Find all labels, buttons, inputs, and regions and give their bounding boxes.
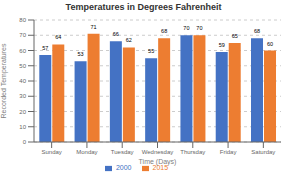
- svg-text:80: 80: [19, 17, 26, 23]
- svg-text:Wednesday: Wednesday: [142, 149, 174, 155]
- html-text:2000: 2000: [115, 164, 132, 171]
- svg-text:Saturday: Saturday: [251, 149, 275, 155]
- svg-text:Tuesday: Tuesday: [111, 149, 134, 155]
- svg-text:62: 62: [126, 37, 132, 43]
- svg-text:71: 71: [91, 24, 97, 30]
- svg-text:70: 70: [19, 32, 26, 38]
- svg-text:Recorded Temperatures: Recorded Temperatures: [8, 43, 9, 118]
- svg-text:30: 30: [19, 93, 26, 99]
- svg-text:65: 65: [232, 33, 238, 39]
- svg-text:53: 53: [78, 51, 84, 57]
- svg-text:70: 70: [196, 25, 202, 31]
- svg-text:60: 60: [267, 41, 273, 47]
- svg-text:50: 50: [19, 63, 26, 69]
- svg-text:55: 55: [148, 48, 154, 54]
- svg-text:Friday: Friday: [220, 149, 237, 155]
- svg-text:66: 66: [113, 31, 119, 37]
- svg-text:10: 10: [19, 124, 26, 130]
- svg-text:Monday: Monday: [76, 149, 97, 155]
- svg-text:57: 57: [42, 45, 48, 51]
- svg-text:64: 64: [55, 34, 61, 40]
- svg-text:20: 20: [19, 109, 26, 115]
- html-text:Temperatures in Degrees Fahren: Temperatures in Degrees Fahrenheit: [65, 2, 222, 12]
- svg-text:Thursday: Thursday: [180, 149, 205, 155]
- svg-text:59: 59: [219, 42, 225, 48]
- svg-text:70: 70: [183, 25, 189, 31]
- svg-text:Sunday: Sunday: [41, 149, 61, 155]
- svg-text:Time (Days): Time (Days): [139, 158, 177, 166]
- svg-text:40: 40: [19, 78, 26, 84]
- svg-text:0: 0: [23, 139, 27, 145]
- svg-text:68: 68: [254, 28, 260, 34]
- svg-text:60: 60: [19, 48, 26, 54]
- svg-text:68: 68: [161, 28, 167, 34]
- html-text:2015: 2015: [152, 164, 169, 171]
